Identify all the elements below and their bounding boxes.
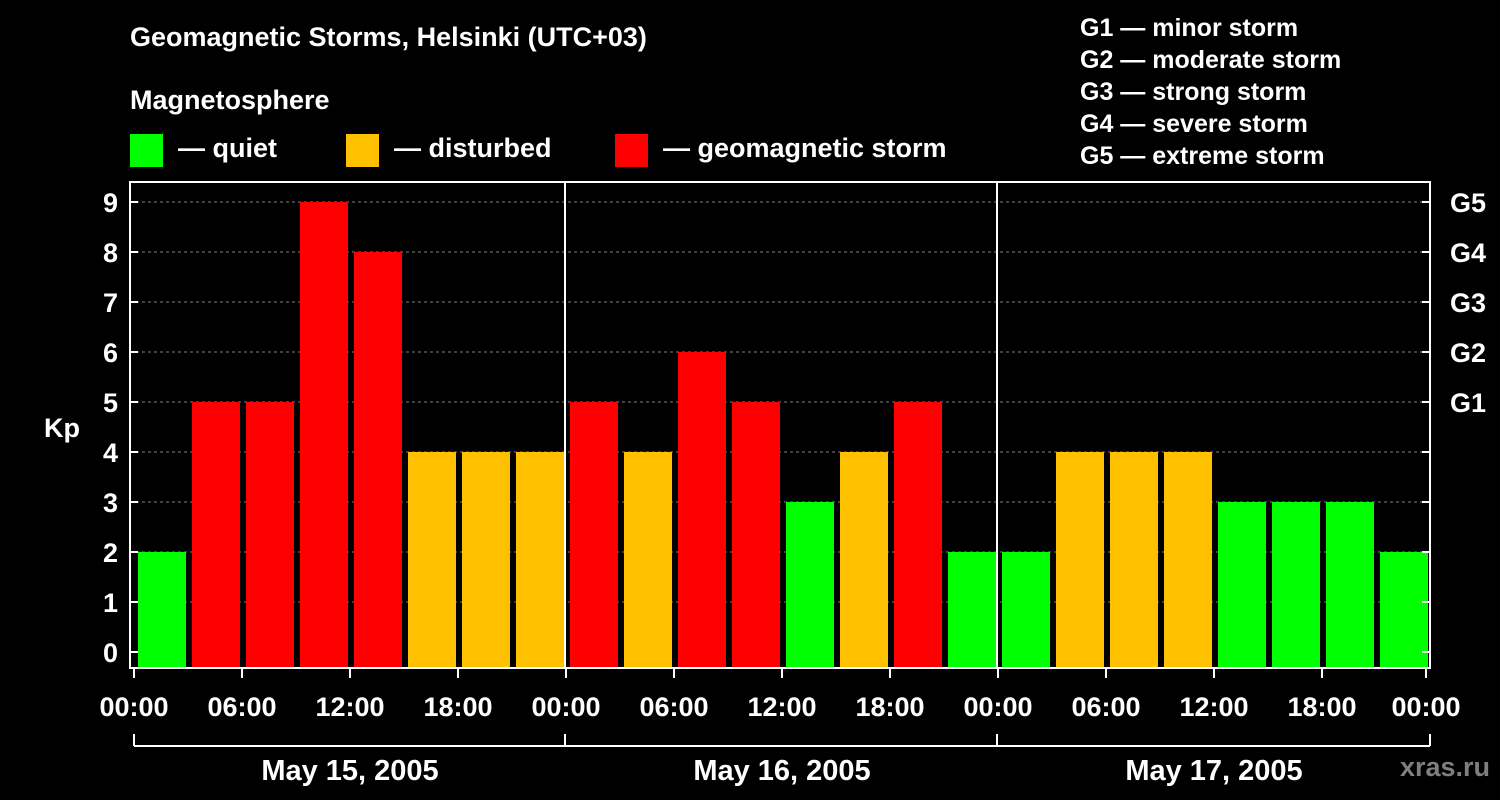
bar xyxy=(300,202,348,668)
legend-swatch-quiet xyxy=(130,134,163,167)
scale-legend-g1: G1 — minor storm xyxy=(1080,14,1299,42)
bar xyxy=(1380,552,1428,668)
y-tick-label: 6 xyxy=(103,338,118,368)
x-tick-label: 06:00 xyxy=(207,692,276,722)
y-tick-label: 0 xyxy=(103,638,118,668)
x-tick-label: 06:00 xyxy=(639,692,708,722)
bar xyxy=(354,252,402,668)
day-label: May 16, 2005 xyxy=(693,755,870,787)
bar xyxy=(894,402,942,668)
x-tick-label: 18:00 xyxy=(1287,692,1356,722)
x-tick-label: 06:00 xyxy=(1071,692,1140,722)
g-scale-label: G1 xyxy=(1450,388,1486,418)
bar xyxy=(678,352,726,668)
bar xyxy=(408,452,456,668)
g-scale-label: G3 xyxy=(1450,288,1486,318)
scale-legend-g3: G3 — strong storm xyxy=(1080,78,1307,106)
bar xyxy=(570,402,618,668)
y-tick-label: 8 xyxy=(103,238,118,268)
y-tick-label: 5 xyxy=(103,388,118,418)
bar xyxy=(1110,452,1158,668)
legend-label-disturbed: — disturbed xyxy=(394,133,552,163)
scale-legend-g4: G4 — severe storm xyxy=(1080,110,1308,138)
bar xyxy=(138,552,186,668)
chart-title: Geomagnetic Storms, Helsinki (UTC+03) xyxy=(130,22,647,52)
y-tick-label: 3 xyxy=(103,488,118,518)
plot-frame xyxy=(129,181,1431,669)
x-tick-label: 00:00 xyxy=(963,692,1032,722)
y-tick-label: 2 xyxy=(103,538,118,568)
bar xyxy=(624,452,672,668)
legend-label-storm: — geomagnetic storm xyxy=(663,133,947,163)
y-tick-label: 7 xyxy=(103,288,118,318)
bar xyxy=(1002,552,1050,668)
legend-label-quiet: — quiet xyxy=(178,133,277,163)
legend-swatch-storm xyxy=(615,134,648,167)
x-tick-label: 00:00 xyxy=(1391,692,1460,722)
bar xyxy=(948,552,996,668)
y-axis-label: Kp xyxy=(44,413,80,443)
g-scale-label: G2 xyxy=(1450,338,1486,368)
y-tick-label: 4 xyxy=(103,438,118,468)
scale-legend-g2: G2 — moderate storm xyxy=(1080,46,1342,74)
bar xyxy=(732,402,780,668)
bar xyxy=(1056,452,1104,668)
x-tick-label: 00:00 xyxy=(99,692,168,722)
y-tick-label: 9 xyxy=(103,188,118,218)
x-tick-label: 18:00 xyxy=(423,692,492,722)
day-label: May 17, 2005 xyxy=(1125,755,1302,787)
bar xyxy=(1218,502,1266,668)
bar xyxy=(462,452,510,668)
legend-swatch-disturbed xyxy=(346,134,379,167)
day-label: May 15, 2005 xyxy=(261,755,438,787)
x-tick-label: 00:00 xyxy=(531,692,600,722)
bar xyxy=(1164,452,1212,668)
x-tick-label: 12:00 xyxy=(315,692,384,722)
x-tick-label: 12:00 xyxy=(747,692,816,722)
bar xyxy=(840,452,888,668)
bar xyxy=(516,452,564,668)
bar xyxy=(1326,502,1374,668)
x-tick-label: 18:00 xyxy=(855,692,924,722)
bar xyxy=(246,402,294,668)
watermark: xras.ru xyxy=(1399,752,1490,782)
g-scale-label: G5 xyxy=(1450,188,1486,218)
y-tick-label: 1 xyxy=(103,588,118,618)
bar xyxy=(192,402,240,668)
bar xyxy=(786,502,834,668)
x-tick-label: 12:00 xyxy=(1179,692,1248,722)
bar xyxy=(1272,502,1320,668)
legend-heading: Magnetosphere xyxy=(130,85,330,115)
g-scale-label: G4 xyxy=(1450,238,1486,268)
scale-legend-g5: G5 — extreme storm xyxy=(1080,142,1325,170)
